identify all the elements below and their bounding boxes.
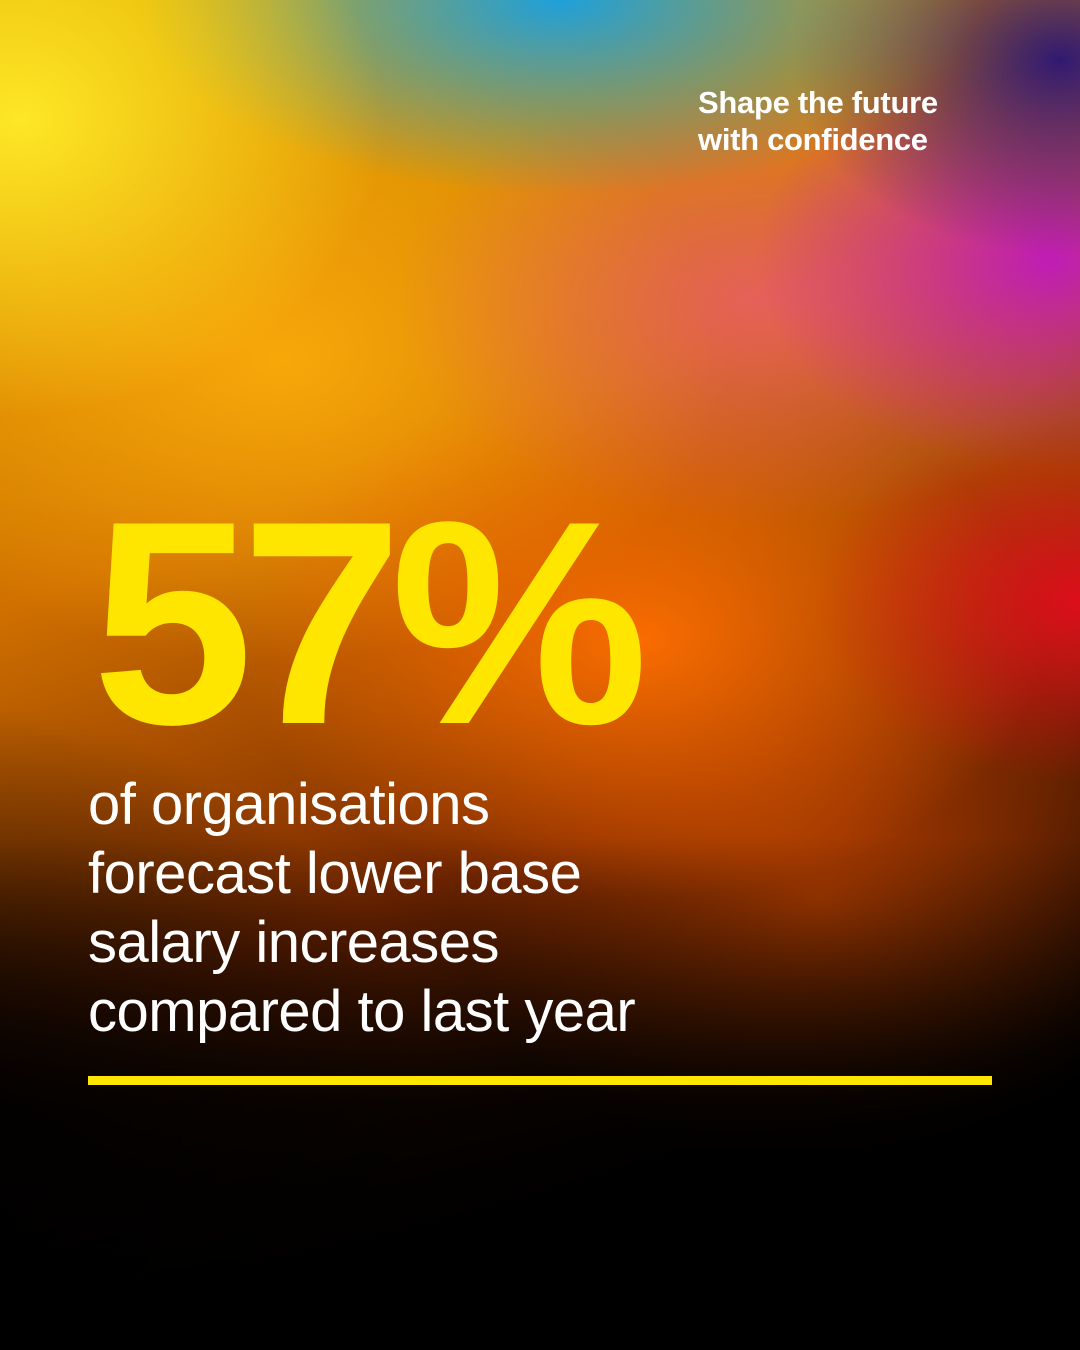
brand-tagline: Shape the future with confidence [698,84,998,158]
description-line: of organisations [88,772,490,837]
statistic-description: of organisations forecast lower base sal… [88,770,636,1046]
description-line: compared to last year [88,979,636,1044]
description-line: forecast lower base [88,841,582,906]
tagline-line-1: Shape the future [698,85,938,120]
tagline-line-2: with confidence [698,122,928,157]
headline-statistic: 57% [92,461,648,785]
accent-divider [88,1076,992,1085]
description-line: salary increases [88,910,500,975]
